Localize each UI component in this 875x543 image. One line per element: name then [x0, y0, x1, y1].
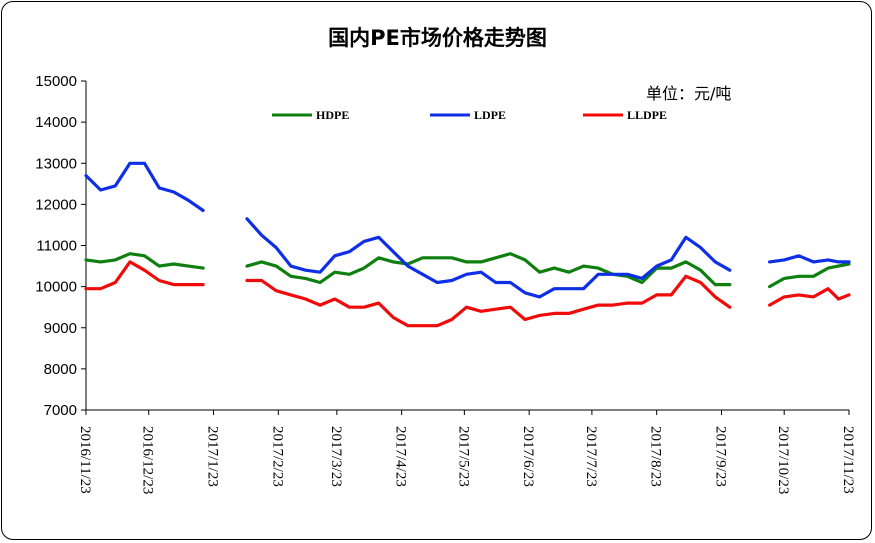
legend-label-hdpe: HDPE [316, 108, 349, 122]
y-tick-label: 15000 [35, 73, 77, 90]
y-tick-label: 12000 [35, 196, 77, 213]
series-line-hdpe [84, 252, 851, 289]
y-tick-label: 11000 [36, 238, 77, 255]
x-tick-label: 2017/2/23 [269, 426, 285, 487]
y-tick-label: 13000 [35, 155, 77, 172]
x-tick-label: 2017/5/23 [455, 426, 471, 487]
y-axis-ticks: 7000 8000 9000 10000 11000 12000 13000 14000 150… [35, 73, 86, 419]
x-tick-label: 2017/10/23 [775, 426, 791, 494]
series-line-ldpe [84, 161, 851, 299]
y-tick-label: 10000 [35, 279, 77, 296]
series-line-lldpe [84, 260, 851, 328]
legend-label-lldpe: LLDPE [627, 108, 667, 122]
x-tick-label: 2017/11/23 [840, 426, 856, 494]
x-tick-label: 2016/12/23 [140, 426, 156, 494]
series-group [84, 161, 851, 328]
x-tick-label: 2017/4/23 [393, 426, 409, 487]
x-tick-label: 2017/9/23 [712, 426, 728, 487]
y-tick-label: 7000 [44, 402, 77, 419]
y-tick-label: 14000 [35, 114, 77, 131]
chart-axes [85, 81, 849, 411]
x-tick-label: 2017/8/23 [648, 426, 664, 487]
x-tick-label: 2016/11/23 [77, 426, 93, 494]
legend-label-ldpe: LDPE [474, 108, 506, 122]
x-axis-ticks: 2016/11/23 2016/12/23 2017/1/23 2017/2/23 20… [77, 410, 856, 494]
chart-title: 国内PE市场价格走势图 [328, 26, 547, 50]
x-tick-label: 2017/6/23 [520, 426, 536, 487]
x-tick-label: 2017/1/23 [205, 426, 221, 487]
unit-label: 单位：元/吨 [646, 84, 732, 103]
x-tick-label: 2017/7/23 [583, 426, 599, 487]
x-tick-label: 2017/3/23 [328, 426, 344, 487]
y-tick-label: 8000 [44, 361, 77, 378]
y-tick-label: 9000 [44, 320, 77, 337]
legend: HDPE LDPE LLDPE [272, 108, 667, 122]
